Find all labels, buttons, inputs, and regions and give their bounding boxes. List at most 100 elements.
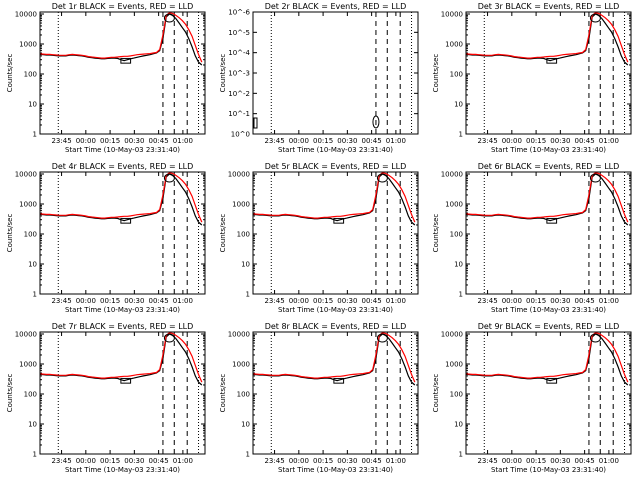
panel-det-7r: Det 7r BLACK = Events, RED = LLD 1 10 100 10…	[6, 322, 206, 474]
lld-series-line	[465, 12, 629, 63]
x-tick-label: 00:00	[502, 297, 522, 305]
y-tick-label: 100	[450, 231, 463, 239]
peak-marker	[589, 333, 601, 343]
y-tick-label: 10	[454, 261, 463, 269]
panel-title: Det 9r BLACK = Events, RED = LLD	[478, 322, 620, 331]
panel-title: Det 2r BLACK = Events, RED = LLD	[265, 2, 407, 11]
y-tick-label: 100	[24, 391, 37, 399]
y-tick-label: 10	[241, 261, 250, 269]
x-tick-label: 23:45	[477, 457, 497, 465]
y-tick-label: 1000	[445, 361, 463, 369]
x-axis-label: Start Time (10-May-03 23:31:40)	[278, 306, 393, 314]
y-tick-label: 1000	[232, 361, 250, 369]
y-tick-label: 1000	[19, 361, 37, 369]
lld-series-line	[252, 172, 416, 223]
y-tick-label: 10000	[228, 331, 250, 339]
events-dip-box	[120, 377, 132, 384]
panel-det-8r: Det 8r BLACK = Events, RED = LLD 1 10 100 10…	[219, 322, 419, 474]
plot-frame	[39, 171, 206, 295]
peak-marker	[163, 333, 175, 343]
plot-frame	[252, 11, 419, 135]
x-tick-label: 00:00	[502, 457, 522, 465]
y-axis-label: Counts/sec	[432, 214, 440, 253]
y-tick-label: 100	[450, 391, 463, 399]
lld-series-line	[252, 332, 416, 383]
events-dip-box	[120, 217, 132, 224]
y-tick-label: 10	[454, 101, 463, 109]
events-series-line	[39, 13, 203, 66]
y-axis-label: Counts/sec	[432, 374, 440, 413]
events-series-line	[39, 173, 203, 226]
panel-det-6r: Det 6r BLACK = Events, RED = LLD 1 10 100 10…	[432, 162, 632, 314]
y-axis-label: Counts/sec	[6, 54, 14, 93]
x-tick-label: 23:45	[477, 137, 497, 145]
lld-series-line	[39, 172, 203, 223]
y-tick-label: 1	[246, 291, 250, 299]
x-tick-label: 00:00	[76, 457, 96, 465]
y-tick-label: 10	[241, 421, 250, 429]
x-tick-label: 23:45	[51, 297, 71, 305]
peak-marker	[589, 173, 601, 183]
peak-marker	[376, 333, 388, 343]
y-axis-label: Counts/sec	[6, 214, 14, 253]
events-dip-box	[333, 377, 345, 384]
events-dip-box	[546, 217, 558, 224]
y-tick-label: 100	[24, 231, 37, 239]
x-tick-label: 00:45	[362, 457, 382, 465]
y-tick-label: 1000	[19, 41, 37, 49]
x-tick-label: 00:45	[149, 457, 169, 465]
panel-det-9r: Det 9r BLACK = Events, RED = LLD 1 10 100 10…	[432, 322, 632, 474]
x-tick-label: 00:00	[289, 457, 309, 465]
x-tick-label: 01:00	[173, 137, 193, 145]
x-tick-label: 00:45	[149, 137, 169, 145]
y-tick-label: 10^-1	[228, 110, 250, 118]
events-series-line	[252, 173, 416, 226]
y-tick-label: 1	[33, 291, 37, 299]
panel-det-5r: Det 5r BLACK = Events, RED = LLD 1 10 100 10…	[219, 162, 419, 314]
x-tick-label: 01:00	[599, 457, 619, 465]
y-tick-label: 10000	[441, 331, 463, 339]
plot-frame	[252, 331, 419, 455]
y-tick-label: 10^-2	[228, 90, 250, 98]
y-tick-label: 10000	[228, 171, 250, 179]
y-tick-label: 1	[459, 291, 463, 299]
x-tick-label: 00:45	[362, 297, 382, 305]
x-tick-label: 00:30	[124, 137, 144, 145]
x-tick-label: 00:45	[575, 137, 595, 145]
x-tick-label: 00:15	[313, 457, 333, 465]
x-tick-label: 00:00	[502, 137, 522, 145]
y-tick-label: 10000	[15, 331, 37, 339]
plot-frame	[252, 171, 419, 295]
x-tick-label: 00:30	[337, 457, 357, 465]
x-axis-label: Start Time (10-May-03 23:31:40)	[491, 466, 606, 474]
y-tick-label: 1	[459, 451, 463, 459]
y-tick-label: 10	[28, 101, 37, 109]
x-axis-label: Start Time (10-May-03 23:31:40)	[278, 466, 393, 474]
x-axis-label: Start Time (10-May-03 23:31:40)	[65, 146, 180, 154]
empty-right-marker	[372, 115, 380, 129]
y-tick-label: 1	[246, 451, 250, 459]
y-tick-label: 100	[237, 391, 250, 399]
events-series-line	[465, 13, 629, 66]
x-tick-label: 00:15	[526, 297, 546, 305]
events-series-line	[465, 173, 629, 226]
x-tick-label: 00:45	[575, 457, 595, 465]
x-tick-label: 01:00	[386, 297, 406, 305]
x-tick-label: 00:15	[100, 137, 120, 145]
y-tick-label: 10	[28, 421, 37, 429]
panel-title: Det 5r BLACK = Events, RED = LLD	[265, 162, 407, 171]
x-tick-label: 00:00	[76, 297, 96, 305]
y-tick-label: 10	[454, 421, 463, 429]
x-tick-label: 00:30	[337, 137, 357, 145]
y-axis-label: Counts/sec	[219, 374, 227, 413]
empty-left-marker	[253, 117, 258, 129]
x-tick-label: 00:45	[362, 137, 382, 145]
x-tick-label: 00:15	[313, 297, 333, 305]
x-tick-label: 00:00	[289, 137, 309, 145]
x-tick-label: 01:00	[599, 297, 619, 305]
y-tick-label: 10^-3	[228, 70, 250, 78]
x-tick-label: 01:00	[599, 137, 619, 145]
panel-title: Det 3r BLACK = Events, RED = LLD	[478, 2, 620, 11]
y-axis-label: Counts/sec	[219, 54, 227, 93]
